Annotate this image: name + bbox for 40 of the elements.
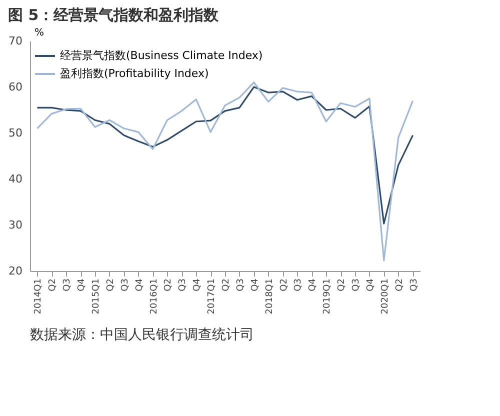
line-series xyxy=(36,82,414,262)
y-tick-label: 20 xyxy=(8,264,22,278)
legend-label: 盈利指数(Profitability Index) xyxy=(60,67,209,80)
x-tick-label: 2018Q1 xyxy=(264,278,275,314)
x-tick-label: Q4 xyxy=(250,278,260,292)
x-tick-label: Q2 xyxy=(337,278,348,292)
x-tick-label: 2014Q1 xyxy=(34,278,44,314)
x-tick-label: 2019Q1 xyxy=(322,278,333,314)
x-tick-label: Q2 xyxy=(222,278,232,292)
y-tick-label: 50 xyxy=(8,126,22,140)
x-tick-label: Q4 xyxy=(366,278,376,292)
x-tick-label: 2020Q1 xyxy=(380,278,390,314)
x-tick-label: 2015Q1 xyxy=(92,278,102,314)
x-tick-label: Q3 xyxy=(294,278,304,292)
source-note: 数据来源：中国人民银行调查统计司 xyxy=(30,327,254,343)
x-tick-label: Q2 xyxy=(279,278,290,292)
line-series xyxy=(36,86,414,224)
x-tick-label: Q2 xyxy=(106,278,116,292)
x-tick-label: Q3 xyxy=(352,278,362,292)
x-tick-label: Q3 xyxy=(62,278,73,292)
chart-title: 图 5：经营景气指数和盈利指数 xyxy=(8,6,220,24)
legend-label: 经营景气指数(Business Climate Index) xyxy=(60,49,263,62)
x-tick-label: 2016Q1 xyxy=(149,278,160,314)
x-tick-label: Q4 xyxy=(77,278,88,292)
y-tick-label: 40 xyxy=(8,172,22,186)
x-tick-label: Q3 xyxy=(409,278,420,292)
x-tick-label: Q4 xyxy=(134,278,145,292)
y-tick-label: 30 xyxy=(8,218,22,232)
x-tick-label: Q3 xyxy=(236,278,246,292)
x-tick-label: Q2 xyxy=(394,278,405,292)
x-tick-label: Q4 xyxy=(192,278,203,292)
y-axis-title: % xyxy=(34,28,44,38)
y-tick-label: 70 xyxy=(8,34,22,48)
x-tick-label: Q3 xyxy=(178,278,188,292)
x-tick-label: Q2 xyxy=(164,278,174,292)
x-tick-label: Q2 xyxy=(48,278,58,292)
x-tick-label: Q4 xyxy=(308,278,318,292)
x-tick-label: 2017Q1 xyxy=(207,278,218,314)
x-tick-label: Q3 xyxy=(120,278,130,292)
y-tick-label: 60 xyxy=(8,80,22,94)
